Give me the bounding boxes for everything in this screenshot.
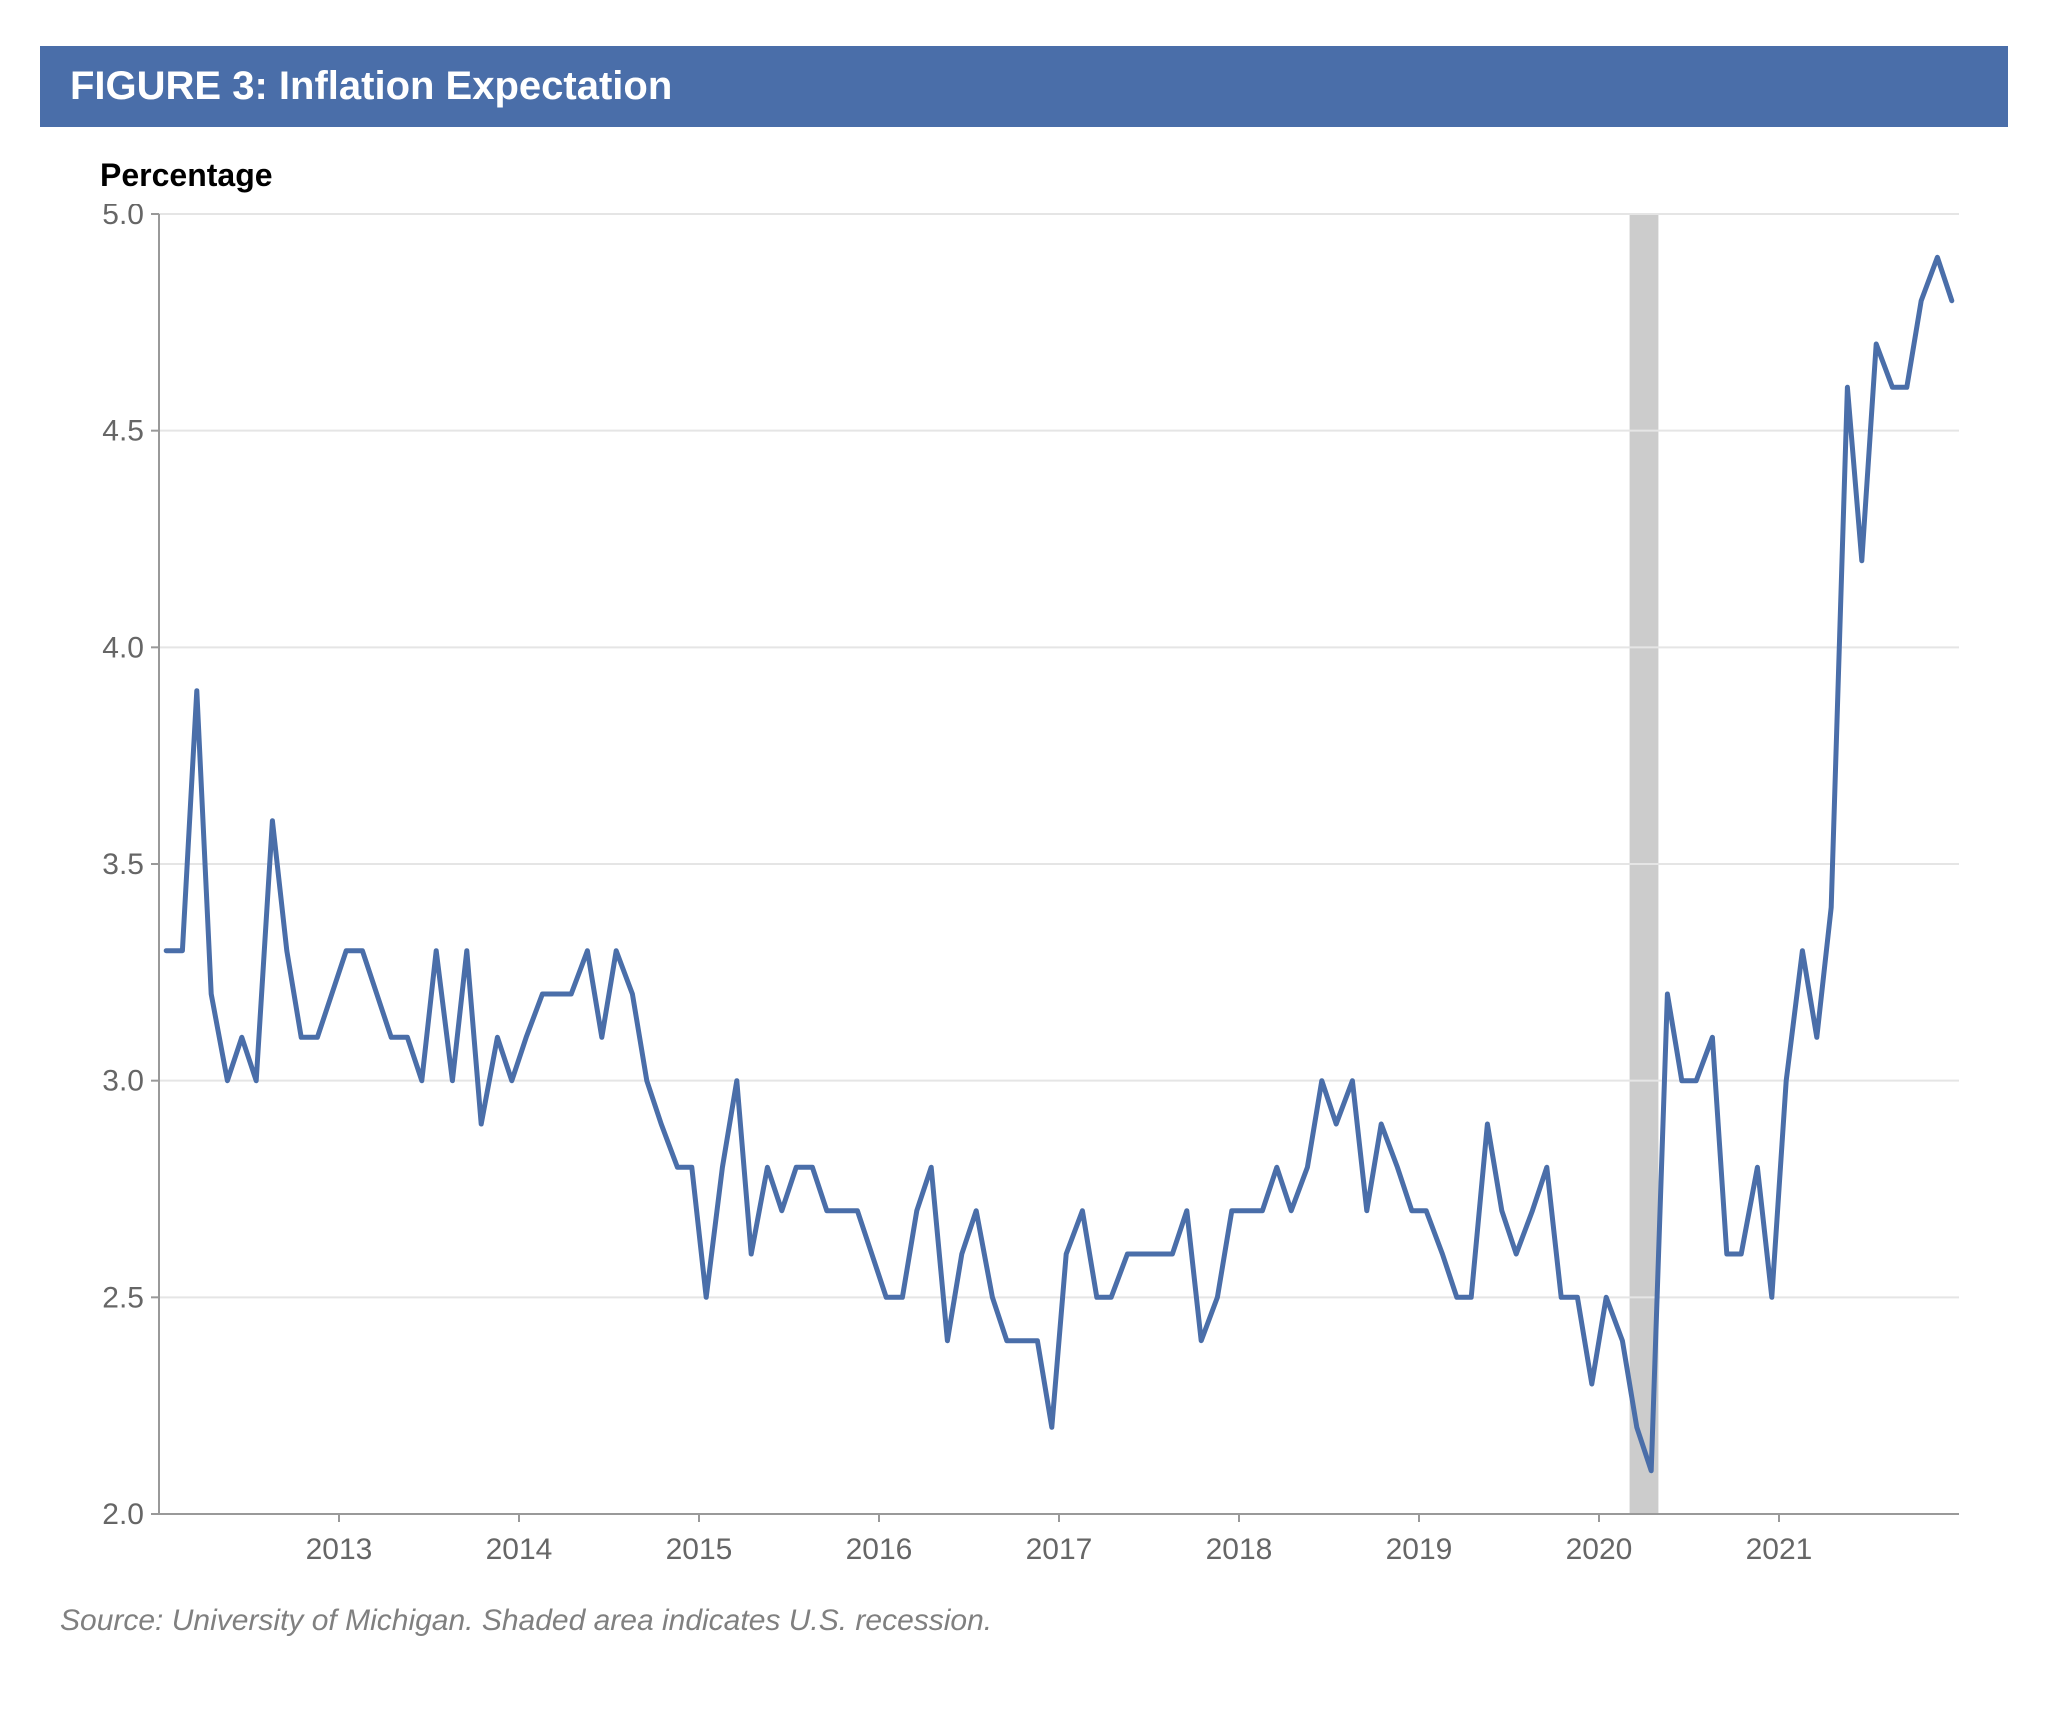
y-tick-label: 2.5 <box>102 1281 144 1314</box>
x-tick-label: 2015 <box>666 1533 733 1566</box>
y-tick-label: 5.0 <box>102 204 144 231</box>
figure-title: FIGURE 3: Inflation Expectation <box>70 64 672 108</box>
chart-area: 2.0 2.5 3.0 3.5 4.0 4.5 5.0 2013 2014 2015 2016 201… <box>64 204 1984 1584</box>
x-tick-label: 2019 <box>1386 1533 1453 1566</box>
y-tick-label: 3.5 <box>102 848 144 881</box>
x-tick-label: 2020 <box>1566 1533 1633 1566</box>
y-axis-title: Percentage <box>100 157 2008 194</box>
x-tick-label: 2014 <box>486 1533 553 1566</box>
figure-container: FIGURE 3: Inflation Expectation Percenta… <box>40 40 2008 1695</box>
y-tick-label: 4.5 <box>102 415 144 448</box>
y-tick-label: 3.0 <box>102 1065 144 1098</box>
source-note: Source: University of Michigan. Shaded a… <box>60 1604 2008 1638</box>
x-tick-label: 2016 <box>846 1533 913 1566</box>
x-tick-label: 2013 <box>306 1533 373 1566</box>
x-tick-label: 2021 <box>1746 1533 1813 1566</box>
x-tick-label: 2017 <box>1026 1533 1093 1566</box>
y-tick-label: 4.0 <box>102 631 144 664</box>
line-chart-svg: 2.0 2.5 3.0 3.5 4.0 4.5 5.0 2013 2014 2015 2016 201… <box>64 204 1984 1584</box>
figure-title-bar: FIGURE 3: Inflation Expectation <box>40 40 2008 127</box>
x-tick-label: 2018 <box>1206 1533 1273 1566</box>
y-tick-label: 2.0 <box>102 1498 144 1531</box>
